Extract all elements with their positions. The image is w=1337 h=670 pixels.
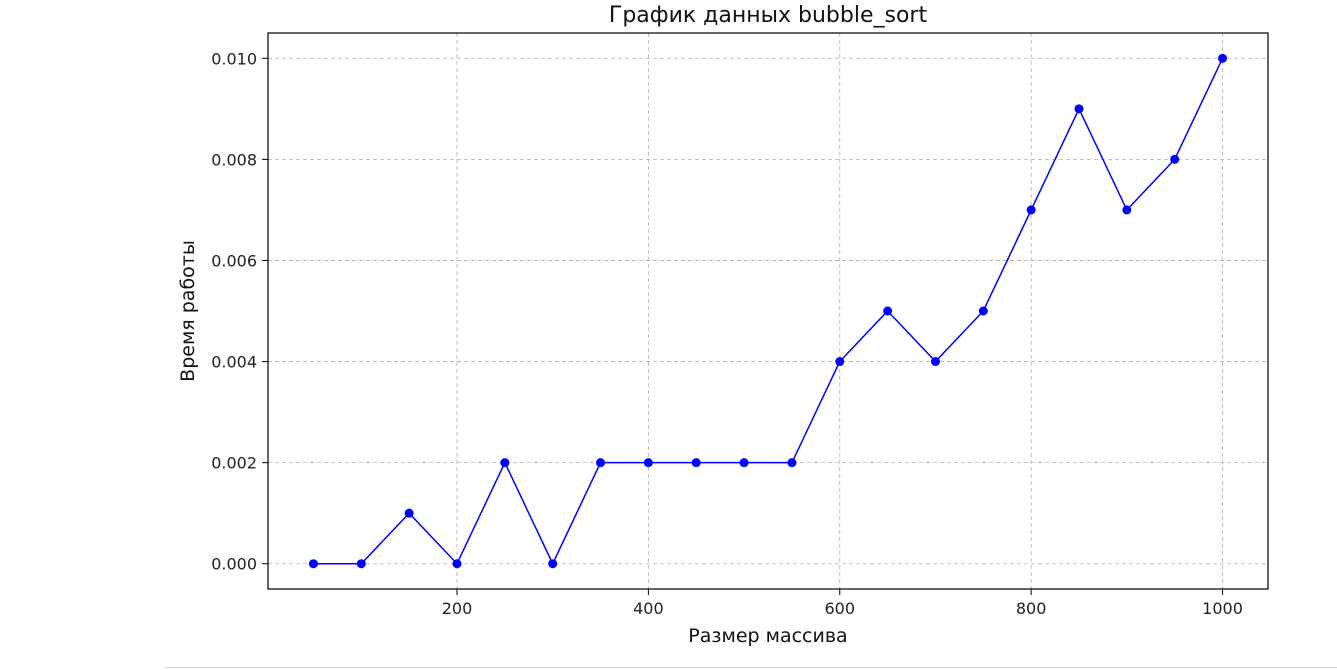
x-tick-label: 200 [442,599,473,618]
data-point [1170,154,1180,164]
data-point [548,559,558,569]
data-point [787,458,797,468]
data-point [930,357,940,367]
data-point [1218,53,1228,63]
y-tick-label: 0.006 [211,251,257,270]
y-tick-label: 0.010 [211,49,257,68]
x-axis-label: Размер массива [688,625,847,647]
y-axis: 0.000 0.002 0.004 0.006 0.008 0.010 [211,49,268,574]
data-point [500,458,510,468]
grid [268,33,1268,589]
x-tick-label: 800 [1016,599,1047,618]
bottom-divider [165,667,1337,668]
data-point [835,357,845,367]
y-tick-label: 0.000 [211,555,257,574]
data-point [356,559,366,569]
data-point [404,508,414,518]
x-tick-label: 400 [633,599,664,618]
chart-title: График данных bubble_sort [609,3,928,28]
data-point [739,458,749,468]
plot-area-frame [267,32,1269,590]
x-tick-label: 600 [824,599,855,618]
data-point [1122,205,1132,215]
data-point [691,458,701,468]
data-point [978,306,988,316]
data-point [643,458,653,468]
data-point [452,559,462,569]
y-tick-label: 0.002 [211,454,257,473]
data-point [596,458,606,468]
x-tick-label: 1000 [1202,599,1243,618]
data-point [1074,104,1084,114]
series-line [313,57,1224,566]
y-axis-label: Время работы [177,240,199,382]
y-tick-label: 0.008 [211,150,257,169]
data-point [308,559,318,569]
x-axis: 200 400 600 800 1000 [442,589,1243,618]
y-tick-label: 0.004 [211,353,257,372]
data-point [883,306,893,316]
series-points [308,53,1228,569]
data-point [1026,205,1036,215]
